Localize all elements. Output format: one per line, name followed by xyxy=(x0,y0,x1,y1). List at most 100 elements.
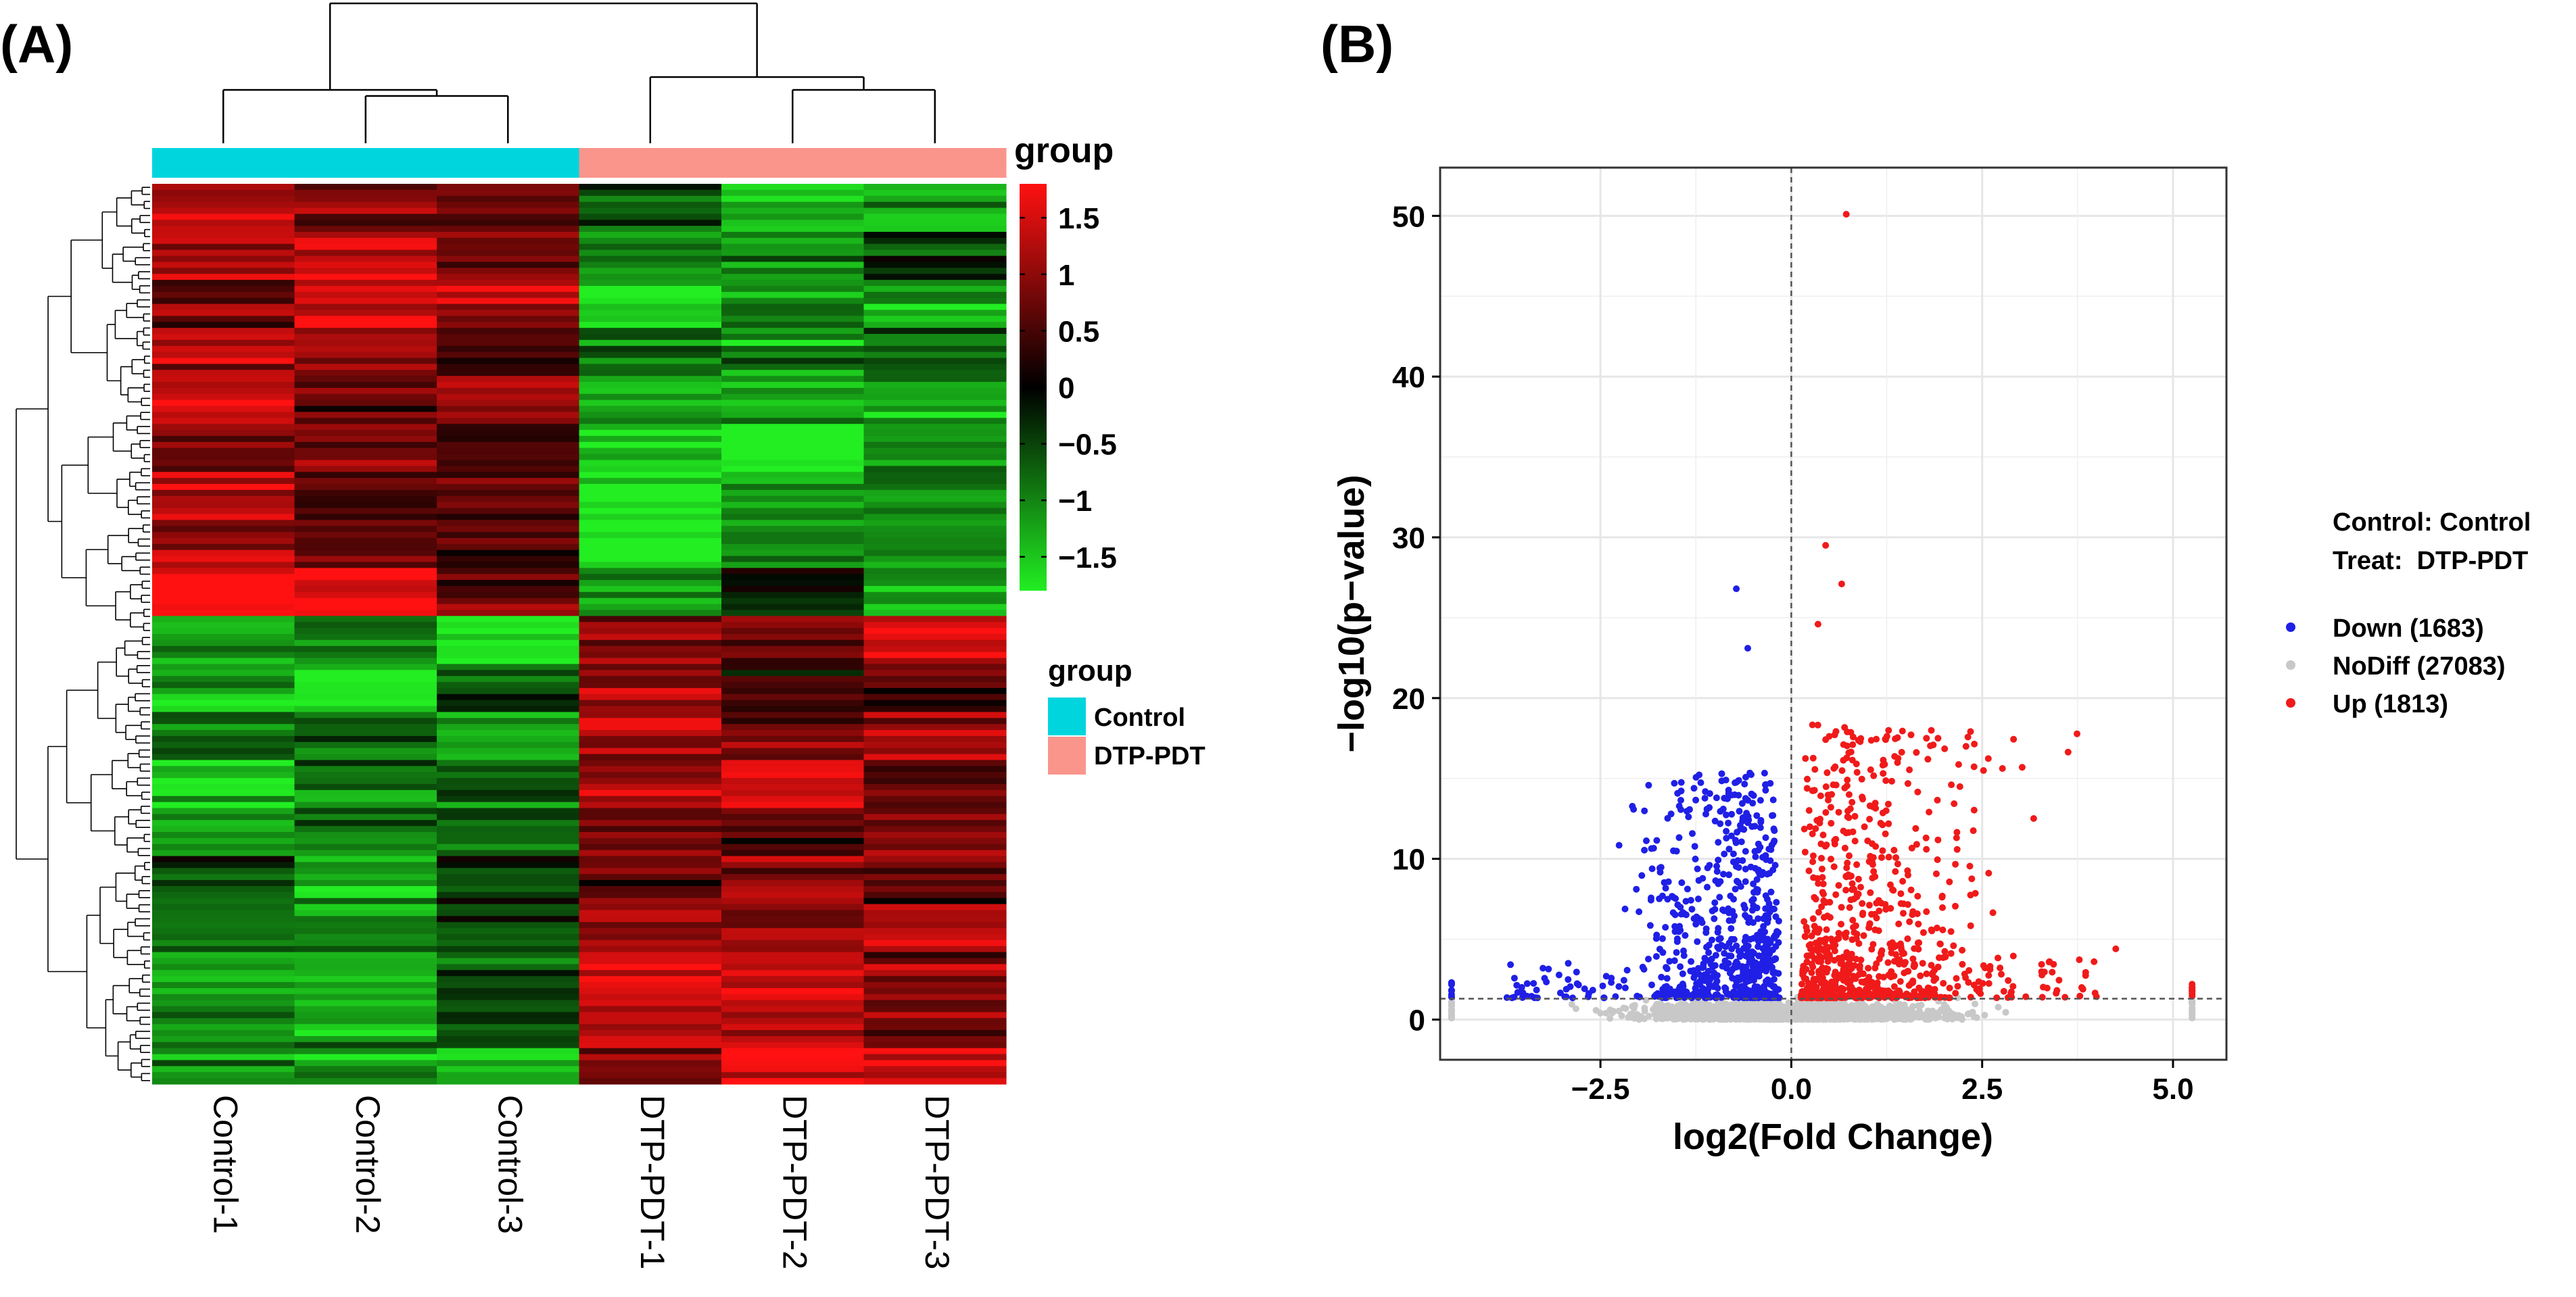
volcano-point-down xyxy=(1731,912,1738,920)
heatmap-cell xyxy=(437,207,580,214)
heatmap-cell xyxy=(437,387,580,395)
volcano-point-up xyxy=(1851,837,1859,845)
heatmap-cell xyxy=(579,850,722,857)
volcano-point-nodiff xyxy=(1805,1004,1813,1012)
volcano-point-up xyxy=(1831,731,1838,739)
volcano-point-up xyxy=(1841,844,1848,852)
heatmap-cell xyxy=(721,520,865,527)
heatmap-cell xyxy=(152,676,295,683)
volcano-point-up xyxy=(1817,975,1825,983)
heatmap-cell xyxy=(294,574,437,581)
heatmap-cell xyxy=(721,645,865,653)
heatmap-cell xyxy=(437,316,580,322)
heatmap-cell xyxy=(294,568,437,574)
volcano-point-nodiff xyxy=(1448,1012,1455,1019)
volcano-point-up xyxy=(1818,903,1826,910)
volcano-point-up xyxy=(1980,767,1987,774)
heatmap-cell xyxy=(579,556,722,563)
heatmap-cell xyxy=(721,1066,865,1073)
heatmap-cell xyxy=(152,424,295,431)
volcano-point-up xyxy=(1880,973,1887,981)
heatmap-cell xyxy=(437,285,580,293)
volcano-point-up xyxy=(1965,979,1972,986)
heatmap-cell xyxy=(437,591,580,599)
volcano-point-down xyxy=(1737,883,1744,890)
heatmap-cell xyxy=(579,466,722,472)
volcano-point-down xyxy=(1656,946,1663,953)
heatmap-cell xyxy=(294,639,437,647)
heatmap-cell xyxy=(721,850,865,857)
heatmap-cell xyxy=(863,814,1007,821)
heatmap-cell xyxy=(152,262,295,268)
volcano-point-up xyxy=(1985,972,1993,979)
heatmap-cell xyxy=(152,478,295,485)
volcano-point-up xyxy=(1822,935,1830,943)
volcano-point-up xyxy=(1800,825,1808,833)
volcano-point-up xyxy=(2000,987,2007,995)
volcano-point-up xyxy=(1824,965,1832,973)
volcano-point-down xyxy=(1773,899,1780,906)
group-bar-segment xyxy=(721,148,864,178)
volcano-point-up xyxy=(1818,854,1825,862)
heatmap-cell xyxy=(294,597,437,605)
volcano-point-down xyxy=(1775,994,1783,1002)
heatmap-cell xyxy=(294,826,437,833)
volcano-point-down xyxy=(1757,818,1765,826)
heatmap-cell xyxy=(863,1006,1007,1013)
volcano-point-nodiff xyxy=(1718,1011,1725,1019)
heatmap-cell xyxy=(863,724,1007,731)
heatmap-cell xyxy=(721,184,865,191)
heatmap-cell xyxy=(863,364,1007,370)
heatmap-cell xyxy=(721,189,865,197)
volcano-point-nodiff xyxy=(1995,1004,2002,1011)
heatmap-cell xyxy=(437,862,580,868)
volcano-point-down xyxy=(1688,958,1695,965)
volcano-point-down xyxy=(1717,808,1724,815)
volcano-point-up xyxy=(1868,840,1876,848)
volcano-point-up xyxy=(1923,735,1930,742)
heatmap-cell xyxy=(721,297,865,305)
volcano-point-down xyxy=(1677,779,1685,786)
volcano-point-up xyxy=(1800,969,1807,976)
heatmap-cell xyxy=(863,237,1007,245)
volcano-point-down xyxy=(1712,952,1719,959)
heatmap-cell xyxy=(721,243,865,251)
heatmap-cell xyxy=(152,735,295,743)
volcano-point-up xyxy=(1909,955,1917,962)
volcano-point-down xyxy=(1645,956,1652,962)
heatmap-cell xyxy=(152,387,295,395)
volcano-point-down xyxy=(1771,827,1778,834)
volcano-point-nodiff xyxy=(1448,1000,1455,1007)
heatmap-cell xyxy=(294,760,437,766)
volcano-point-up xyxy=(2043,984,2051,992)
heatmap-cell xyxy=(294,484,437,491)
volcano-point-nodiff xyxy=(1929,1007,1936,1014)
heatmap-cell xyxy=(152,682,295,689)
volcano-point-down xyxy=(1725,917,1733,925)
heatmap-cell xyxy=(437,484,580,491)
heatmap-cell xyxy=(437,796,580,803)
heatmap-cell xyxy=(863,789,1007,797)
heatmap-cell xyxy=(721,628,865,635)
volcano-point-down xyxy=(1652,953,1660,960)
heatmap-cell xyxy=(721,826,865,833)
volcano-point-down xyxy=(1602,973,1610,980)
volcano-point-up xyxy=(1941,948,1949,955)
heatmap-cell xyxy=(437,880,580,887)
heatmap-column-labels: Control-1 Control-2 Control-3 DTP-PDT-1 DTP-… xyxy=(206,1095,956,1269)
heatmap-cell xyxy=(294,508,437,514)
heatmap-cell xyxy=(579,406,722,413)
volcano-point-up xyxy=(1885,727,1892,734)
color-scale-tick-label: −1.5 xyxy=(1058,541,1117,574)
volcano-point-down xyxy=(1772,955,1780,962)
volcano-point-down xyxy=(1645,781,1652,789)
heatmap-cell xyxy=(437,249,580,257)
heatmap-cell xyxy=(294,291,437,299)
heatmap-cell xyxy=(579,868,722,875)
volcano-point-nodiff xyxy=(1798,1002,1805,1010)
heatmap-cell xyxy=(579,520,722,527)
volcano-point-up xyxy=(1934,735,1942,742)
heatmap-cell xyxy=(579,580,722,587)
heatmap-cell xyxy=(152,994,295,1001)
heatmap-cell xyxy=(579,664,722,670)
